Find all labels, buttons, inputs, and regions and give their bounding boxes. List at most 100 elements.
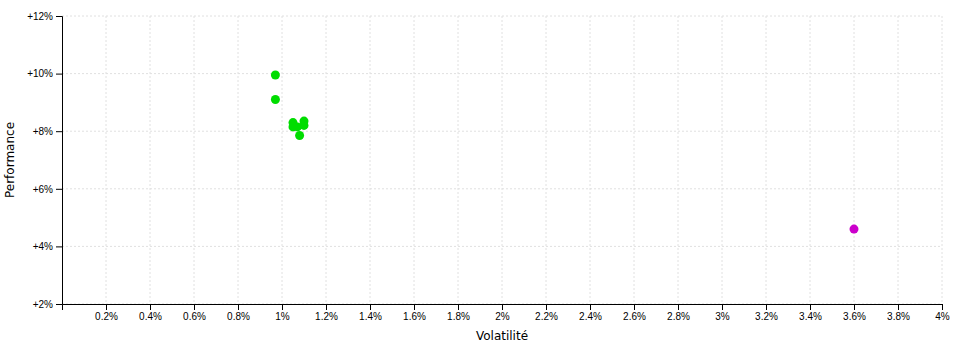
- grid-line: [414, 16, 415, 304]
- axis-line: [63, 305, 943, 311]
- tick: 2.2%: [535, 304, 558, 322]
- point: [295, 131, 304, 140]
- grid-line: [766, 16, 767, 304]
- tick: 1.8%: [447, 304, 470, 322]
- grid-line: [546, 16, 547, 304]
- tick: 2%: [495, 304, 510, 322]
- tick-mark: [238, 304, 239, 310]
- grid-line: [62, 131, 942, 132]
- tick: +4%: [33, 241, 62, 252]
- tick-mark: [326, 304, 327, 310]
- tick-label: 3.8%: [887, 311, 910, 322]
- tick: 1.2%: [315, 304, 338, 322]
- grid-line: [942, 16, 943, 304]
- grid-line: [62, 73, 942, 74]
- grid-line: [194, 16, 195, 304]
- grid: [62, 16, 942, 304]
- tick-label: +8%: [33, 126, 53, 137]
- tick-mark: [678, 304, 679, 310]
- tick-mark: [282, 304, 283, 310]
- grid-line: [370, 16, 371, 304]
- tick-label: 1.8%: [447, 311, 470, 322]
- tick-mark: [810, 304, 811, 310]
- x-axis-title: Volatilité: [476, 329, 528, 343]
- grid-line: [326, 16, 327, 304]
- tick-label: 0.8%: [227, 311, 250, 322]
- tick: 0.4%: [139, 304, 162, 322]
- grid-line: [854, 16, 855, 304]
- point: [271, 71, 280, 80]
- tick: 3.6%: [843, 304, 866, 322]
- tick: 0.8%: [227, 304, 250, 322]
- grid-line: [458, 16, 459, 304]
- y-axis: +2% +4% +6% +8% +10% +12%: [27, 11, 62, 310]
- tick-mark: [414, 304, 415, 310]
- tick-mark: [56, 246, 62, 247]
- tick-label: 2.4%: [579, 311, 602, 322]
- chart: 0.2% 0.4% 0.6% 0.8% 1% 1.2% 1.4% 1.6% 1.8% 2% 2.2%…: [0, 0, 966, 350]
- tick-label: +6%: [33, 184, 53, 195]
- tick-mark: [150, 304, 151, 310]
- tick-label: 0.2%: [95, 311, 118, 322]
- grid-line: [678, 16, 679, 304]
- tick-label: 1.6%: [403, 311, 426, 322]
- tick: 2.6%: [623, 304, 646, 322]
- tick-mark: [56, 16, 62, 17]
- grid-line: [810, 16, 811, 304]
- tick-label: 2.8%: [667, 311, 690, 322]
- tick: 0.2%: [95, 304, 118, 322]
- grid-line: [150, 16, 151, 304]
- tick-mark: [898, 304, 899, 310]
- grid-line: [722, 16, 723, 304]
- tick: 3.2%: [755, 304, 778, 322]
- grid-line: [282, 16, 283, 304]
- tick-mark: [766, 304, 767, 310]
- tick: +6%: [33, 184, 62, 195]
- tick-mark: [56, 189, 62, 190]
- tick-label: +12%: [27, 11, 53, 22]
- point: [271, 95, 280, 104]
- tick-label: +4%: [33, 241, 53, 252]
- tick-mark: [722, 304, 723, 310]
- tick: 3%: [715, 304, 730, 322]
- tick: +8%: [33, 126, 62, 137]
- tick-mark: [502, 304, 503, 310]
- tick: 1.4%: [359, 304, 382, 322]
- tick-mark: [854, 304, 855, 310]
- tick-label: 0.4%: [139, 311, 162, 322]
- tick: 0.6%: [183, 304, 206, 322]
- y-axis-title: Performance: [3, 122, 17, 198]
- points: [271, 71, 859, 234]
- tick-label: 1%: [275, 311, 290, 322]
- tick-mark: [546, 304, 547, 310]
- tick-label: 1.2%: [315, 311, 338, 322]
- tick-mark: [56, 74, 62, 75]
- tick-mark: [634, 304, 635, 310]
- tick: 4%: [935, 304, 950, 322]
- grid-line: [106, 16, 107, 304]
- tick-mark: [194, 304, 195, 310]
- tick: 1%: [275, 304, 290, 322]
- grid-line: [62, 246, 942, 247]
- tick-label: 4%: [935, 311, 950, 322]
- tick: +2%: [33, 299, 62, 310]
- tick-label: 3.6%: [843, 311, 866, 322]
- tick: 2.4%: [579, 304, 602, 322]
- grid-line: [898, 16, 899, 304]
- tick: +10%: [27, 68, 62, 79]
- grid-line: [634, 16, 635, 304]
- tick-label: 3.2%: [755, 311, 778, 322]
- tick-label: 2%: [495, 311, 510, 322]
- tick-label: 2.2%: [535, 311, 558, 322]
- series: [271, 71, 309, 140]
- point: [850, 225, 859, 234]
- tick: +12%: [27, 11, 62, 22]
- tick: 2.8%: [667, 304, 690, 322]
- plot: 0.2% 0.4% 0.6% 0.8% 1% 1.2% 1.4% 1.6% 1.8% 2% 2.2%…: [3, 11, 950, 343]
- grid-line: [238, 16, 239, 304]
- tick-mark: [942, 304, 943, 310]
- grid-line: [62, 188, 942, 189]
- tick: 3.4%: [799, 304, 822, 322]
- tick-mark: [56, 304, 62, 305]
- tick-mark: [56, 131, 62, 132]
